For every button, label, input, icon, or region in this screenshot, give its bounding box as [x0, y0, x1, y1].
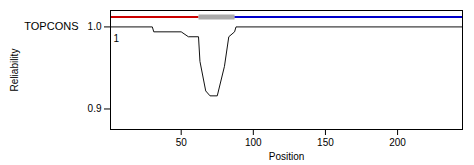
svg-text:Reliability: Reliability [9, 49, 20, 92]
svg-text:150: 150 [317, 137, 334, 148]
svg-text:0.9: 0.9 [88, 103, 102, 114]
svg-text:200: 200 [389, 137, 406, 148]
svg-text:1.0: 1.0 [88, 21, 102, 32]
svg-text:1: 1 [114, 33, 120, 44]
svg-text:50: 50 [176, 137, 188, 148]
svg-text:100: 100 [245, 137, 262, 148]
svg-text:Position: Position [269, 151, 305, 162]
svg-text:TOPCONS: TOPCONS [24, 20, 78, 32]
